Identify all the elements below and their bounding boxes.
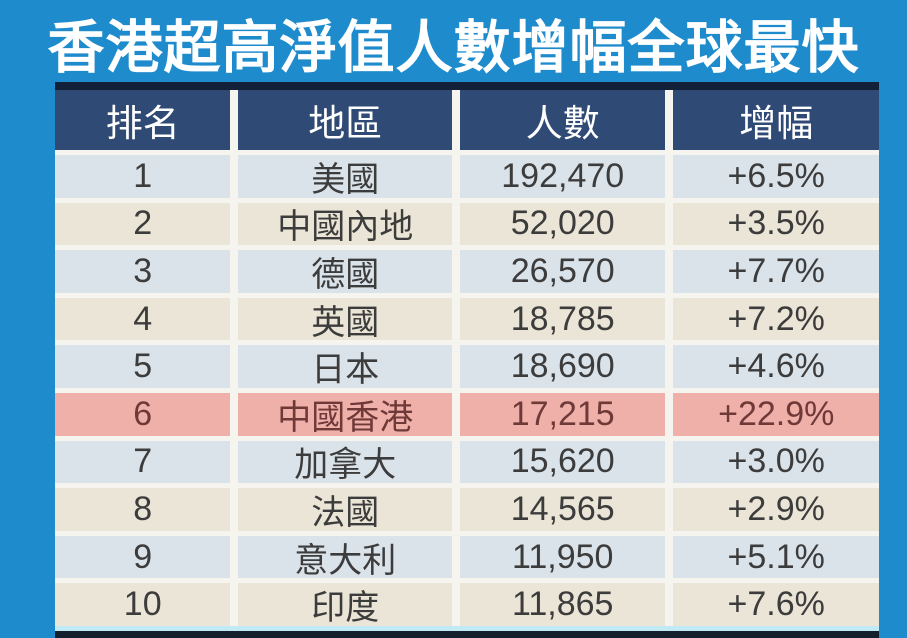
rank-cell: 7 [55, 440, 231, 484]
growth-cell: +3.5% [673, 202, 879, 246]
column-header-growth: 增幅 [673, 90, 879, 150]
count-cell: 18,785 [459, 297, 666, 341]
region-cell: 意大利 [238, 535, 452, 579]
growth-cell: +5.1% [673, 535, 879, 579]
column-header-rank: 排名 [55, 90, 231, 150]
rank-cell: 3 [55, 250, 231, 293]
growth-cell: +7.7% [673, 250, 879, 293]
growth-cell: +22.9% [673, 392, 879, 436]
rank-cell: 1 [55, 155, 231, 198]
rank-cell: 2 [55, 202, 231, 246]
page-title: 香港超高淨值人數增幅全球最快 [47, 16, 860, 80]
table-grid: 排名 地區 人數 增幅 1 美國 192,470 +6.5% 2 中國內地 52,020 +3… [55, 90, 879, 626]
column-header-count: 人數 [459, 90, 666, 150]
region-cell: 印度 [238, 583, 452, 626]
region-cell: 法國 [238, 488, 452, 531]
count-cell: 17,215 [459, 392, 666, 436]
count-cell: 52,020 [459, 202, 666, 246]
count-cell: 26,570 [459, 250, 666, 293]
rank-cell: 5 [55, 345, 231, 388]
growth-cell: +3.0% [673, 440, 879, 484]
ranking-table: 排名 地區 人數 增幅 1 美國 192,470 +6.5% 2 中國內地 52,020 +3… [55, 82, 879, 638]
region-cell: 日本 [238, 345, 452, 388]
count-cell: 192,470 [459, 155, 666, 198]
growth-cell: +7.2% [673, 297, 879, 341]
growth-cell: +4.6% [673, 345, 879, 388]
region-cell: 中國香港 [238, 392, 452, 436]
growth-cell: +6.5% [673, 155, 879, 198]
rank-cell: 8 [55, 488, 231, 531]
region-cell: 中國內地 [238, 202, 452, 246]
region-cell: 英國 [238, 297, 452, 341]
count-cell: 14,565 [459, 488, 666, 531]
growth-cell: +2.9% [673, 488, 879, 531]
count-cell: 15,620 [459, 440, 666, 484]
count-cell: 11,950 [459, 535, 666, 579]
table-bottom-edge-dark [55, 631, 879, 638]
column-header-region: 地區 [238, 90, 452, 150]
region-cell: 加拿大 [238, 440, 452, 484]
region-cell: 美國 [238, 155, 452, 198]
rank-cell: 10 [55, 583, 231, 626]
count-cell: 11,865 [459, 583, 666, 626]
rank-cell: 9 [55, 535, 231, 579]
growth-cell: +7.6% [673, 583, 879, 626]
count-cell: 18,690 [459, 345, 666, 388]
rank-cell: 6 [55, 392, 231, 436]
region-cell: 德國 [238, 250, 452, 293]
table-top-border [55, 82, 879, 90]
rank-cell: 4 [55, 297, 231, 341]
table-bottom-edge-light [55, 626, 879, 631]
